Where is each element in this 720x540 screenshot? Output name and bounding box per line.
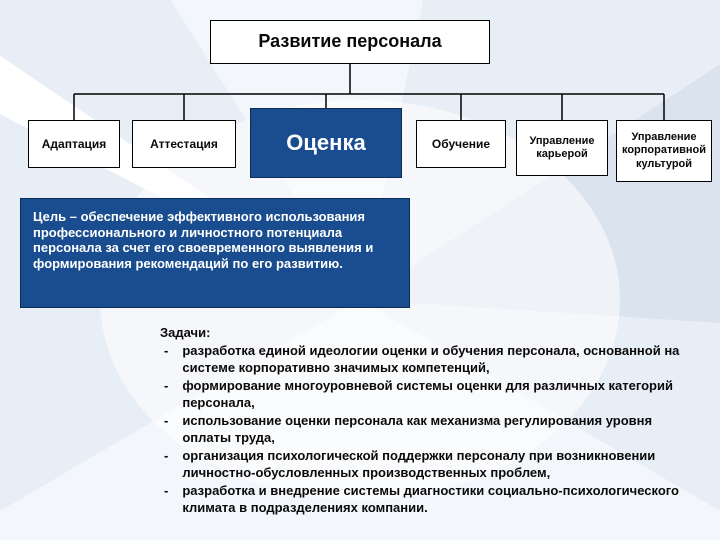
child-label-adapt: Адаптация: [42, 137, 107, 151]
task-bullet: -: [160, 412, 182, 447]
child-box-learn: Обучение: [416, 120, 506, 168]
task-item: -использование оценки персонала как меха…: [160, 412, 700, 447]
task-item: -разработка и внедрение системы диагност…: [160, 482, 700, 517]
task-text: разработка единой идеологии оценки и обу…: [182, 342, 700, 377]
task-bullet: -: [160, 342, 182, 377]
task-item: -формирование многоуровневой системы оце…: [160, 377, 700, 412]
tasks-block: Задачи: -разработка единой идеологии оце…: [160, 324, 700, 517]
child-label-career: Управление карьерой: [521, 135, 603, 161]
child-label-assess: Оценка: [286, 130, 365, 156]
child-box-career: Управление карьерой: [516, 120, 608, 176]
child-box-culture: Управление корпоративной культурой: [616, 120, 712, 182]
tasks-items: -разработка единой идеологии оценки и об…: [160, 342, 700, 517]
child-label-attest: Аттестация: [150, 137, 218, 151]
task-item: -организация психологической поддержки п…: [160, 447, 700, 482]
task-text: использование оценки персонала как механ…: [182, 412, 700, 447]
task-bullet: -: [160, 377, 182, 412]
tasks-title: Задачи:: [160, 324, 700, 342]
task-text: разработка и внедрение системы диагности…: [182, 482, 700, 517]
child-box-attest: Аттестация: [132, 120, 236, 168]
task-text: формирование многоуровневой системы оцен…: [182, 377, 700, 412]
task-text: организация психологической поддержки пе…: [182, 447, 700, 482]
child-label-learn: Обучение: [432, 137, 490, 151]
child-box-adapt: Адаптация: [28, 120, 120, 168]
task-bullet: -: [160, 482, 182, 517]
task-item: -разработка единой идеологии оценки и об…: [160, 342, 700, 377]
goal-text: Цель – обеспечение эффективного использо…: [33, 209, 397, 271]
task-bullet: -: [160, 447, 182, 482]
goal-box: Цель – обеспечение эффективного использо…: [20, 198, 410, 308]
child-box-assess: Оценка: [250, 108, 402, 178]
child-label-culture: Управление корпоративной культурой: [621, 131, 707, 171]
